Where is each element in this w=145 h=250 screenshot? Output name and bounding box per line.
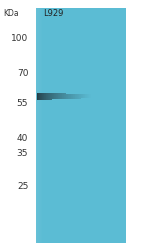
Bar xyxy=(87,94,88,98)
Bar xyxy=(64,94,65,99)
Bar xyxy=(89,94,90,98)
Bar xyxy=(41,8,42,242)
Text: L929: L929 xyxy=(43,9,63,18)
Bar xyxy=(51,93,52,100)
Bar xyxy=(86,94,87,98)
Bar xyxy=(40,92,41,100)
Bar xyxy=(61,93,62,99)
Bar xyxy=(55,93,56,99)
Bar xyxy=(88,94,89,98)
Bar xyxy=(40,8,41,242)
Bar xyxy=(45,93,46,100)
Bar xyxy=(39,92,40,100)
Bar xyxy=(36,8,126,242)
Text: 40: 40 xyxy=(17,134,28,143)
Bar xyxy=(39,8,40,242)
Bar xyxy=(38,8,39,242)
Bar xyxy=(48,93,49,100)
Bar xyxy=(77,94,78,98)
Bar xyxy=(42,93,43,100)
Text: 100: 100 xyxy=(11,34,28,43)
Bar xyxy=(66,94,67,99)
Bar xyxy=(62,94,63,99)
Bar xyxy=(90,94,91,98)
Bar xyxy=(47,93,48,100)
Bar xyxy=(49,93,50,100)
Bar xyxy=(42,8,43,242)
Bar xyxy=(38,92,39,100)
Bar xyxy=(78,94,79,98)
Bar xyxy=(43,93,44,100)
Bar xyxy=(46,93,47,100)
Bar xyxy=(76,94,77,99)
Bar xyxy=(70,94,71,99)
Bar xyxy=(57,93,58,99)
Bar xyxy=(59,93,60,99)
Bar xyxy=(85,94,86,98)
Bar xyxy=(53,93,54,100)
Bar xyxy=(63,94,64,99)
Bar xyxy=(80,94,81,98)
Text: 35: 35 xyxy=(17,149,28,158)
Bar xyxy=(81,94,82,98)
Text: 25: 25 xyxy=(17,182,28,191)
Bar xyxy=(75,94,76,99)
Text: KDa: KDa xyxy=(3,9,19,18)
Bar xyxy=(67,94,68,99)
Bar xyxy=(36,8,37,242)
Bar xyxy=(65,94,66,99)
Bar xyxy=(56,93,57,99)
Bar xyxy=(82,94,83,98)
Bar xyxy=(69,94,70,99)
Text: 55: 55 xyxy=(17,99,28,108)
Bar xyxy=(60,93,61,99)
Bar xyxy=(37,92,38,100)
Text: 70: 70 xyxy=(17,69,28,78)
Bar xyxy=(44,93,45,100)
Bar xyxy=(58,93,59,99)
Bar xyxy=(52,93,53,100)
Bar xyxy=(79,94,80,98)
Bar xyxy=(37,8,38,242)
Bar xyxy=(54,93,55,100)
Bar xyxy=(74,94,75,99)
Bar xyxy=(72,94,73,99)
Bar xyxy=(83,94,84,98)
Bar xyxy=(50,93,51,100)
Bar xyxy=(71,94,72,99)
Bar xyxy=(41,93,42,100)
Bar xyxy=(68,94,69,99)
Bar xyxy=(84,94,85,98)
Bar xyxy=(73,94,74,99)
